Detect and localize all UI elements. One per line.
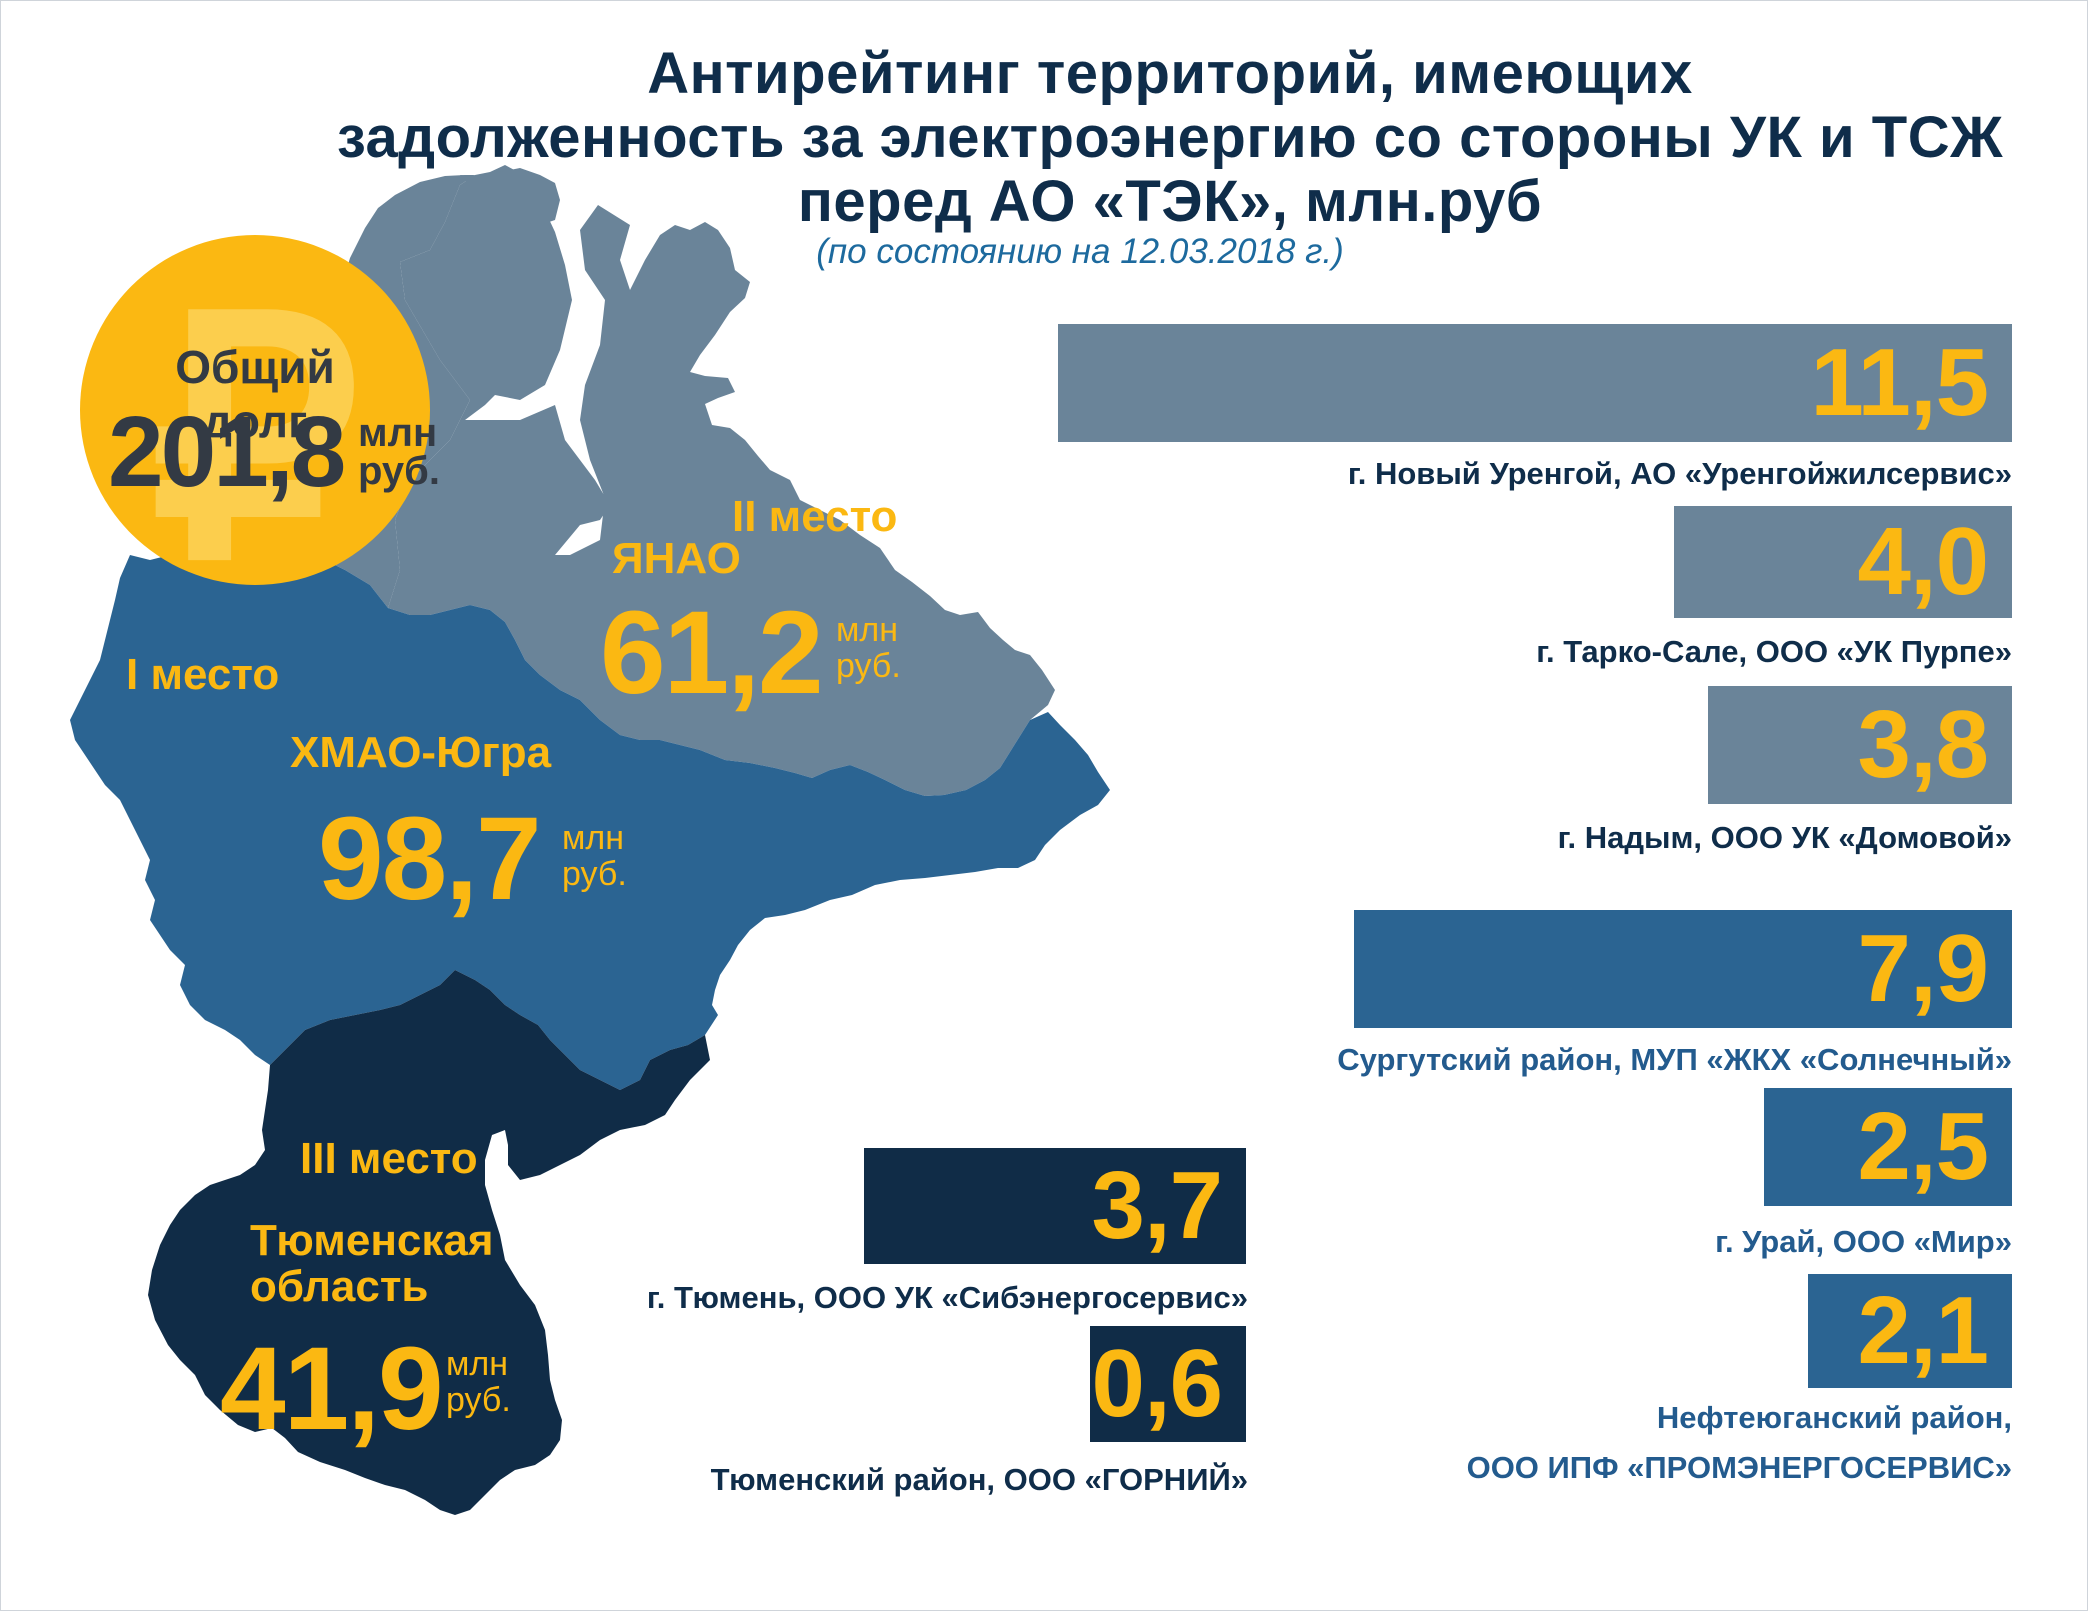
bar-label-uray: г. Урай, ООО «Мир»: [1715, 1224, 2012, 1259]
bar-hmao-uray: 2,5: [1764, 1088, 2012, 1206]
chart-subtitle: (по состоянию на 12.03.2018 г.): [816, 232, 1344, 271]
region-shape-tyumen: [148, 970, 710, 1515]
tyumen-name-line1: Тюменская: [250, 1216, 494, 1265]
hmao-rank: I место: [126, 650, 280, 699]
chart-title: Антирейтинг территорий, имеющих задолжен…: [300, 42, 2040, 234]
bar-value: 4,0: [1857, 508, 1989, 615]
bar-yanao-tarko-sale: 4,0: [1674, 506, 2012, 618]
bar-value: 7,9: [1857, 915, 1989, 1022]
bar-hmao-nefteyugansk: 2,1: [1808, 1274, 2012, 1388]
hmao-value: 98,7: [318, 793, 542, 925]
tyumen-unit-line1: млн: [446, 1345, 508, 1383]
bar-value: 0,6: [1091, 1330, 1223, 1437]
title-line-2: задолженность за электроэнергию со сторо…: [336, 105, 2004, 170]
bar-label-novy-urengoy: г. Новый Уренгой, АО «Уренгойжилсервис»: [1347, 456, 2012, 491]
region-shape-hmao: [70, 540, 1110, 1090]
hmao-name: ХМАО-Югра: [290, 728, 552, 777]
bar-value: 3,7: [1091, 1152, 1223, 1259]
tyumen-value: 41,9: [220, 1323, 444, 1455]
yanao-unit-line1: млн: [836, 611, 898, 649]
bar-label-tyumen-city: г. Тюмень, ООО УК «Сибэнергосервис»: [646, 1280, 1248, 1315]
tyumen-rank: III место: [300, 1134, 478, 1183]
total-debt-circle: [80, 235, 430, 585]
region-shape-yanao-northwest: [460, 168, 560, 225]
total-unit-line1: млн: [358, 411, 438, 455]
bar-value: 2,5: [1857, 1093, 1989, 1200]
tyumen-name-line2: область: [250, 1262, 429, 1311]
bar-tyumen-district: 0,6: [1090, 1326, 1246, 1442]
title-line-3: перед АО «ТЭК», млн.руб: [797, 169, 1543, 234]
tyumen-unit: млн руб.: [446, 1346, 511, 1418]
total-debt-unit: млн руб.: [358, 411, 440, 493]
bar-yanao-novy-urengoy: 11,5: [1058, 324, 2012, 442]
total-debt-value: 201,8: [108, 396, 346, 508]
bar-label-nadym: г. Надым, ООО УК «Домовой»: [1557, 820, 2012, 855]
bar-label-surgut: Сургутский район, МУП «ЖКХ «Солнечный»: [1337, 1042, 2012, 1077]
bar-label-nefteyugansk: Нефтеюганский район, ООО ИПФ «ПРОМЭНЕРГО…: [1467, 1398, 2012, 1488]
yanao-name: ЯНАО: [612, 534, 741, 583]
tyumen-unit-line2: руб.: [446, 1381, 511, 1419]
yanao-unit-line2: руб.: [836, 647, 901, 685]
bar-label-tarko-sale: г. Тарко-Сале, ООО «УК Пурпе»: [1536, 634, 2012, 669]
bar-value: 3,8: [1857, 691, 1989, 798]
region-shape-yanao: [388, 165, 1055, 796]
bar-label-tyumen-district: Тюменский район, ООО «ГОРНИЙ»: [710, 1462, 1248, 1497]
tyumen-name: Тюменская область: [250, 1218, 494, 1310]
ruble-watermark-icon: ₽: [150, 256, 360, 625]
total-debt-label: Общий долг: [175, 341, 335, 447]
bar-value: 2,1: [1857, 1277, 1989, 1384]
title-line-1: Антирейтинг территорий, имеющих: [647, 41, 1693, 106]
yanao-rank: II место: [732, 492, 898, 541]
hmao-unit-line2: руб.: [562, 855, 627, 893]
bar-label-line1: Нефтеюганский район,: [1656, 1400, 2012, 1435]
bar-label-line2: ООО ИПФ «ПРОМЭНЕРГОСЕРВИС»: [1466, 1450, 2012, 1485]
bar-yanao-nadym: 3,8: [1708, 686, 2012, 804]
hmao-unit: млн руб.: [562, 820, 627, 892]
yanao-unit: млн руб.: [836, 612, 901, 684]
total-unit-line2: руб.: [358, 449, 440, 493]
bar-value: 11,5: [1810, 329, 1989, 436]
yanao-value: 61,2: [600, 587, 824, 719]
hmao-unit-line1: млн: [562, 819, 624, 857]
bar-tyumen-city: 3,7: [864, 1148, 1246, 1264]
bar-hmao-surgut: 7,9: [1354, 910, 2012, 1028]
